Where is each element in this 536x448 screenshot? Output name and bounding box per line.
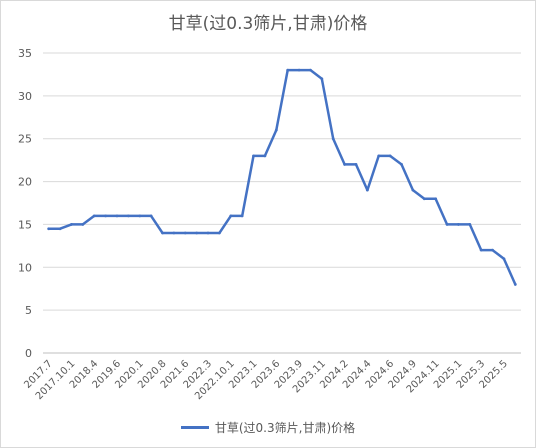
data-point [240,214,244,218]
data-point [183,231,187,235]
legend-swatch [180,426,209,429]
y-tick-label: 5 [25,304,32,317]
data-point [263,154,267,158]
data-point [457,223,460,226]
data-point [513,283,517,286]
y-tick-label: 0 [25,347,32,360]
data-point [365,188,369,192]
data-point [172,231,176,235]
data-point [47,227,51,231]
data-point [218,231,221,235]
y-tick-label: 15 [18,218,32,231]
data-point [331,137,335,141]
data-point [411,188,415,192]
data-point [138,214,142,218]
data-point [92,214,96,218]
series-layer [47,68,517,286]
data-point [252,154,255,158]
data-point [479,248,483,252]
data-point [70,223,73,226]
data-point [434,197,438,201]
data-point [502,257,506,261]
data-point [320,77,324,81]
data-point [161,231,164,235]
data-point [229,214,233,218]
data-point [377,154,381,158]
data-point [274,128,278,132]
data-point [343,163,346,166]
data-point [309,68,312,72]
y-tick-label: 35 [18,47,32,60]
data-point [286,68,290,72]
data-point [58,227,62,231]
data-point [115,214,119,218]
data-point [354,163,358,166]
data-point [126,214,130,218]
data-point [445,223,449,226]
data-point [468,223,472,226]
legend-label: 甘草(过0.3筛片,甘肃)价格 [214,421,356,435]
y-tick-label: 20 [18,176,32,189]
data-point [388,154,392,158]
data-point [297,68,301,72]
data-point [206,231,210,235]
y-axis-tick-labels: 0 5 10 15 20 25 30 35 [18,47,32,360]
data-point [400,163,403,166]
data-point [195,231,199,235]
y-tick-label: 25 [18,133,32,146]
y-tick-label: 30 [18,90,32,103]
chart-title: 甘草(过0.3筛片,甘肃)价格 [168,14,368,34]
data-point [81,223,85,226]
series-line [47,68,517,286]
data-point [422,197,426,201]
data-point [491,248,494,252]
data-point [104,214,107,218]
x-axis-tick-labels: 2017.72017.10.12018.42019.62020.12020.82… [22,358,510,402]
legend: 甘草(过0.3筛片,甘肃)价格 [1,419,535,436]
y-tick-label: 10 [18,261,32,274]
data-point [149,214,153,218]
